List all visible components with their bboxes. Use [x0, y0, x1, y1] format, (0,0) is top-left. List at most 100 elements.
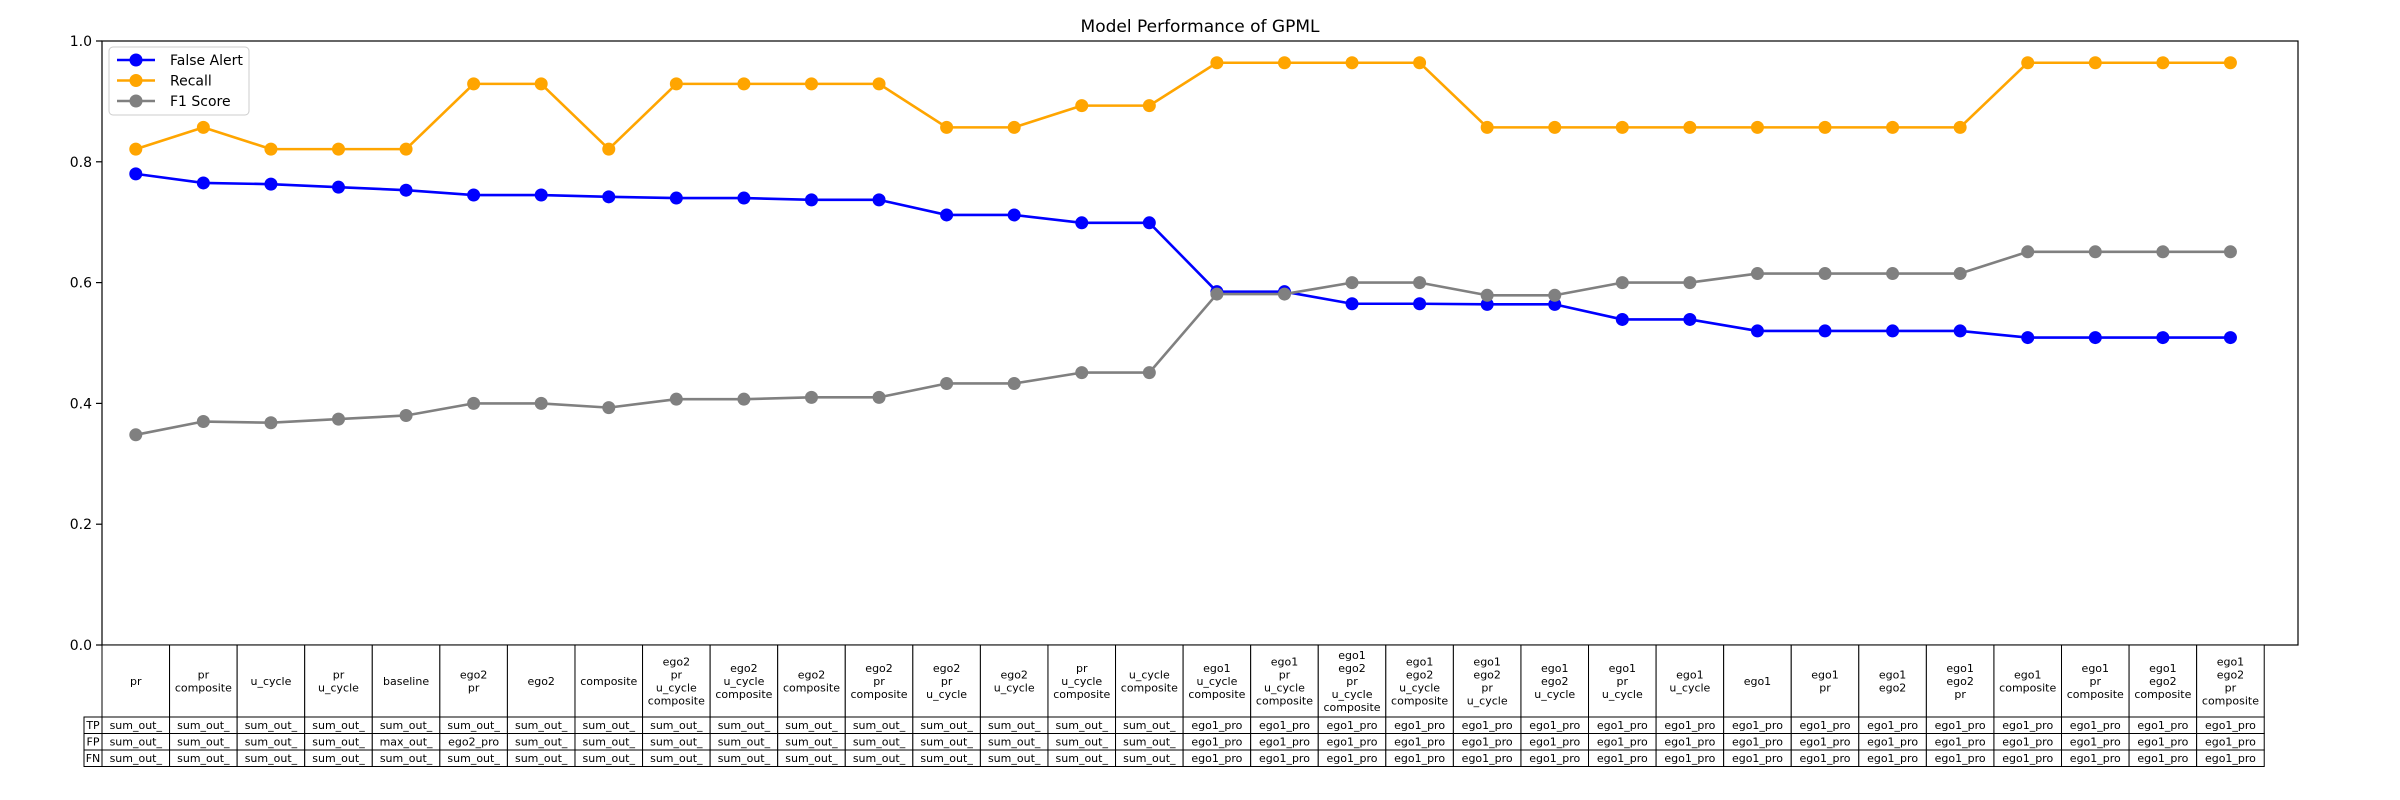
data-point	[804, 77, 818, 91]
table-cell-value: sum_out_	[650, 752, 703, 765]
series-false-alert	[129, 167, 2237, 345]
data-point	[1007, 376, 1021, 390]
x-category-label: ego2	[1406, 669, 1433, 682]
data-point	[1142, 99, 1156, 113]
data-point	[1075, 99, 1089, 113]
x-category-label: u_cycle	[723, 675, 764, 688]
data-point	[534, 77, 548, 91]
x-category-label: composite	[175, 682, 232, 695]
table-cell-value: sum_out_	[515, 752, 568, 765]
column-header-cell	[1925, 644, 1995, 718]
table-cell-value: sum_out_	[1056, 719, 1109, 732]
table-cell-value: ego1_pro	[2070, 752, 2121, 765]
table-cell-value: ego1_pro	[1191, 719, 1242, 732]
x-category-label: pr	[873, 675, 885, 688]
table-cell-value: ego1_pro	[1462, 719, 1513, 732]
table-cell-value: ego1_pro	[2137, 736, 2188, 749]
data-point	[1345, 297, 1359, 311]
table-cell-value: sum_out_	[988, 719, 1041, 732]
data-point	[1548, 288, 1562, 302]
data-point	[669, 191, 683, 205]
x-category-label: composite	[851, 688, 908, 701]
table-cell-value: ego1_pro	[1394, 752, 1445, 765]
x-category-label: u_cycle	[656, 682, 697, 695]
x-category-label: ego2	[730, 662, 757, 675]
table-cell-value: ego1_pro	[1259, 736, 1310, 749]
data-point	[1413, 276, 1427, 290]
data-point	[264, 142, 278, 156]
data-point	[1480, 288, 1494, 302]
data-point	[602, 142, 616, 156]
data-point	[1210, 287, 1224, 301]
table-cell-value: sum_out_	[110, 736, 163, 749]
x-category-label: pr	[1481, 682, 1493, 695]
table-cell-value: sum_out_	[718, 752, 771, 765]
table-cell-value: sum_out_	[245, 752, 298, 765]
x-category-label: pr	[333, 669, 345, 682]
column-header-cell	[2128, 644, 2198, 718]
table-cell-value: ego1_pro	[1462, 736, 1513, 749]
x-category-label: ego1	[1473, 656, 1500, 669]
x-category-label: u_cycle	[1534, 688, 1575, 701]
data-point	[1142, 216, 1156, 230]
data-point	[1480, 120, 1494, 134]
table-cell-value: ego1_pro	[1394, 719, 1445, 732]
x-category-label: composite	[715, 688, 772, 701]
data-point	[1750, 324, 1764, 338]
x-category-label: ego1	[1946, 662, 1973, 675]
y-tick-label: 0.6	[70, 276, 92, 292]
x-category-label: ego1	[1406, 656, 1433, 669]
column-header-cell	[1520, 644, 1590, 718]
table-cell-value: sum_out_	[785, 736, 838, 749]
table-cell-value: ego1_pro	[1935, 719, 1986, 732]
table-cell-value: sum_out_	[785, 752, 838, 765]
x-category-label: baseline	[383, 675, 429, 688]
data-point	[2156, 331, 2170, 345]
x-category-label: composite	[1323, 701, 1380, 714]
data-point	[399, 183, 413, 197]
table-cell-value: ego1_pro	[1935, 752, 1986, 765]
table-cell-value: ego1_pro	[1732, 719, 1783, 732]
x-category-label: ego1	[1271, 656, 1298, 669]
table-cell-value: ego1_pro	[1732, 736, 1783, 749]
column-header-cell	[574, 644, 644, 718]
x-category-label: ego2	[2149, 675, 2176, 688]
column-header-cell	[371, 644, 441, 718]
data-point	[1683, 312, 1697, 326]
x-category-label: pr	[1819, 682, 1831, 695]
table-cell-value: ego1_pro	[1664, 736, 1715, 749]
x-category-label: ego2	[1473, 669, 1500, 682]
x-category-label: ego2	[1946, 675, 1973, 688]
data-point	[2021, 331, 2035, 345]
data-point	[1210, 56, 1224, 70]
x-category-label: ego1	[1338, 649, 1365, 662]
table-cell-value: sum_out_	[515, 736, 568, 749]
data-point	[399, 408, 413, 422]
data-point	[534, 188, 548, 202]
data-point	[1818, 267, 1832, 281]
table-cell-value: ego1_pro	[1327, 719, 1378, 732]
data-point	[1277, 56, 1291, 70]
x-category-label: composite	[2067, 688, 2124, 701]
table-cell-value: sum_out_	[650, 719, 703, 732]
x-category-label: u_cycle	[250, 675, 291, 688]
x-category-label: pr	[1346, 675, 1358, 688]
table-cell-value: ego1_pro	[1867, 719, 1918, 732]
data-point	[1886, 120, 1900, 134]
column-header-cell	[236, 644, 306, 718]
x-category-label: composite	[2202, 695, 2259, 708]
plot-frame	[101, 40, 2299, 646]
data-point	[1683, 276, 1697, 290]
legend-marker	[129, 53, 143, 67]
x-category-label: pr	[671, 669, 683, 682]
x-category-label: u_cycle	[1061, 675, 1102, 688]
data-point	[1277, 287, 1291, 301]
table-cell-value: ego1_pro	[1191, 736, 1242, 749]
data-point	[1750, 120, 1764, 134]
table-cell-value: sum_out_	[1123, 736, 1176, 749]
series-f1-score	[129, 245, 2237, 442]
column-header-cell	[304, 644, 373, 718]
chart-title: Model Performance of GPML	[1081, 17, 1320, 37]
table-cell-value: ego1_pro	[1597, 736, 1648, 749]
x-category-label: u_cycle	[1669, 682, 1710, 695]
